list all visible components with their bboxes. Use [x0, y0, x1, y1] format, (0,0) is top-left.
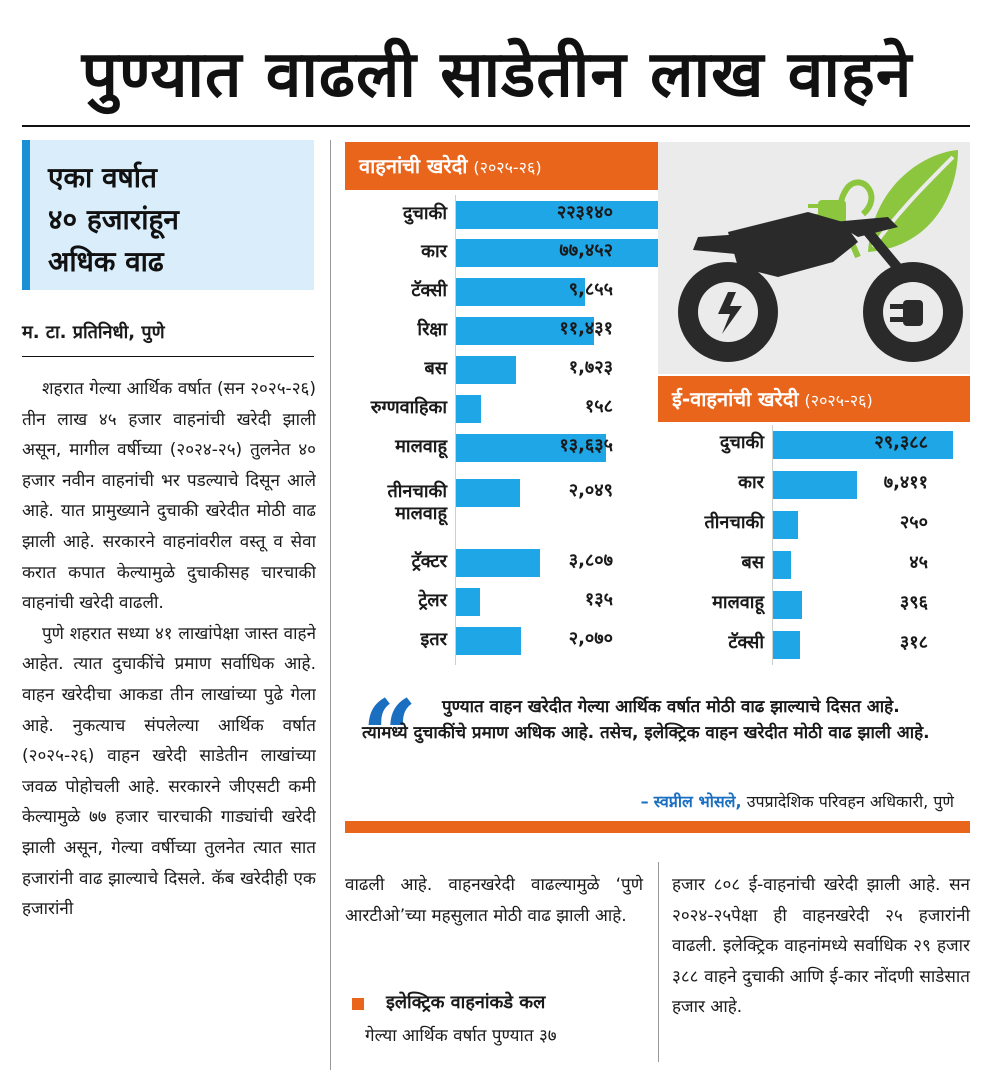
quote-text: पुण्यात वाहन खरेदीत गेल्या आर्थिक वर्षात…	[362, 697, 930, 743]
chart2-title: ई-वाहनांची खरेदी	[672, 387, 799, 411]
chart2-value-label: ४५	[909, 552, 928, 573]
chart1-category-label: रिक्षा	[417, 319, 447, 340]
article-paragraph: गेल्या आर्थिक वर्षात पुण्यात ३७	[365, 1026, 557, 1046]
quote-rule	[345, 821, 970, 833]
byline: म. टा. प्रतिनिधी, पुणे	[22, 322, 165, 343]
headline: पुण्यात वाढली साडेतीन लाख वाहने	[81, 38, 913, 112]
chart2-value-label: २९,३८८	[874, 432, 928, 453]
chart1-bar	[456, 627, 521, 655]
chart1-bar	[456, 356, 516, 384]
chart1-bar	[456, 549, 540, 577]
chart2-bar	[773, 431, 953, 459]
section-bullet-icon	[352, 998, 364, 1010]
chart1-bar	[456, 278, 586, 306]
chart2-value-label: ३१८	[899, 632, 928, 653]
chart1-category-label: ट्रॅक्टर	[411, 551, 447, 572]
chart1-category-label: तीनचाकी मालवाहू	[387, 481, 448, 524]
chart1-subtitle: (२०२५-२६)	[473, 158, 542, 177]
chart2-bar	[773, 511, 799, 539]
chart2-category-label: मालवाहू	[712, 592, 764, 613]
chart1-category-label: इतर	[420, 629, 447, 650]
chart1-bar	[456, 479, 521, 507]
article-column-2-continued: गेल्या आर्थिक वर्षात पुण्यात ३७	[345, 1021, 643, 1052]
chart2-bar	[773, 551, 791, 579]
chart2-category-label: दुचाकी	[719, 432, 764, 453]
chart1-value-label: ७७,४५२	[559, 240, 613, 261]
ev-illustration	[658, 142, 970, 374]
quote-attribution: – स्वप्नील भोसले, उपप्रादेशिक परिवहन अधि…	[641, 790, 954, 812]
article-paragraph: पुणे शहरात सध्या ४१ लाखांपेक्षा जास्त वा…	[22, 623, 316, 920]
chart1-category-label: मालवाहू	[395, 436, 447, 457]
chart1-value-label: ३,८०७	[568, 550, 613, 571]
article-column-3: हजार ८०८ ई-वाहनांची खरेदी झाली आहे. सन २…	[672, 870, 970, 1023]
quote-icon: “	[362, 679, 418, 792]
subhead-line-3: अधिक वाढ	[48, 245, 164, 278]
chart1-category-label: दुचाकी	[402, 203, 447, 224]
quote-author: स्वप्नील भोसले,	[653, 792, 742, 811]
chart1-value-label: १५८	[584, 396, 613, 417]
article-column-2: वाढली आहे. वाहनखरेदी वाढल्यामुळे ‘पुणे आ…	[345, 870, 643, 931]
article-paragraph: हजार ८०८ ई-वाहनांची खरेदी झाली आहे. सन २…	[672, 875, 970, 1018]
chart1-category-label: कार	[421, 241, 447, 262]
chart2-bar	[773, 631, 800, 659]
chart2-category-label: बस	[741, 552, 764, 573]
chart2-bar	[773, 591, 802, 619]
chart1-category-label: रुग्णवाहिका	[370, 397, 447, 418]
chart1-value-label: १३,६३५	[559, 435, 613, 456]
chart1-title-bar: वाहनांची खरेदी (२०२५-२६)	[345, 142, 658, 190]
chart2-axis	[772, 425, 773, 665]
chart1-category-label: बस	[424, 358, 447, 379]
quote-author-role: उपप्रादेशिक परिवहन अधिकारी, पुणे	[746, 792, 954, 811]
chart1-title: वाहनांची खरेदी	[359, 154, 468, 178]
chart1-value-label: ११,४३१	[559, 318, 613, 339]
chart2-category-label: तीनचाकी	[704, 512, 765, 533]
chart1-bar	[456, 201, 658, 229]
column-divider	[330, 140, 331, 1070]
column-divider-2	[658, 862, 659, 1062]
chart2-title-bar: ई-वाहनांची खरेदी (२०२५-२६)	[658, 376, 970, 422]
ev-motorcycle-icon	[678, 150, 963, 362]
chart1-value-label: १३५	[584, 589, 613, 610]
chart1-bar	[456, 239, 658, 267]
chart1-plot: दुचाकी २२३१४० कार ७७,४५२ टॅक्सी ९,८५५ रिक्षा ११…	[345, 195, 658, 665]
quote-dash: –	[640, 792, 649, 811]
headline-rule	[22, 125, 970, 127]
chart2-subtitle: (२०२५-२६)	[804, 391, 873, 410]
subhead-line-2: ४० हजारांहून	[48, 203, 179, 236]
section-heading: इलेक्ट्रिक वाहनांकडे कल	[386, 992, 546, 1013]
byline-rule	[22, 356, 314, 357]
article-paragraph: शहरात गेल्या आर्थिक वर्षात (सन २०२५-२६) …	[22, 379, 316, 614]
subhead-box: एका वर्षात ४० हजारांहून अधिक वाढ	[22, 140, 314, 290]
chart2-category-label: कार	[738, 472, 764, 493]
chart2-value-label: ३९६	[899, 592, 928, 613]
chart1-value-label: १,७२३	[568, 357, 613, 378]
article-paragraph: वाढली आहे. वाहनखरेदी वाढल्यामुळे ‘पुणे आ…	[345, 875, 643, 926]
article-column-1: शहरात गेल्या आर्थिक वर्षात (सन २०२५-२६) …	[22, 374, 316, 1074]
chart1-value-label: २,०७०	[568, 628, 613, 649]
chart1-value-label: २२३१४०	[556, 202, 613, 223]
chart1-bar	[456, 588, 480, 616]
subhead-line-1: एका वर्षात	[48, 161, 157, 194]
chart2-value-label: २५०	[899, 512, 928, 533]
chart2-plot: दुचाकी २९,३८८ कार ७,४११ तीनचाकी २५० बस ४५ मालवाह…	[658, 425, 970, 665]
chart2-value-label: ७,४११	[883, 472, 928, 493]
chart1-category-label: टॅक्सी	[411, 280, 447, 301]
chart1-category-label: ट्रेलर	[418, 590, 447, 611]
chart1-value-label: ९,८५५	[568, 279, 613, 300]
chart2-category-label: टॅक्सी	[728, 632, 764, 653]
chart2-bar	[773, 471, 857, 499]
chart1-value-label: २,०४९	[568, 480, 613, 501]
chart1-axis	[455, 195, 456, 665]
chart1-bar	[456, 317, 595, 345]
chart1-bar	[456, 434, 606, 462]
chart1-bar	[456, 395, 482, 423]
